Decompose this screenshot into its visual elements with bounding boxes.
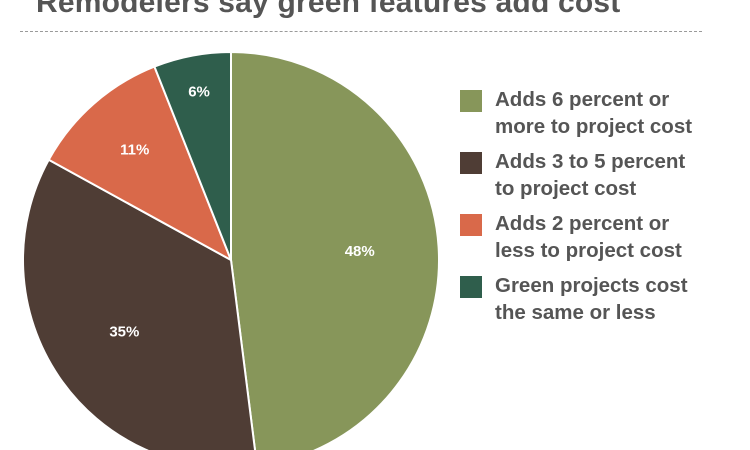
legend-label: Adds 6 percent or more to project cost	[495, 86, 692, 140]
legend-swatch	[460, 214, 482, 236]
legend-swatch	[460, 152, 482, 174]
legend-label-line: Adds 6 percent or	[495, 88, 670, 111]
pie-slice-0	[230, 51, 440, 450]
legend-label: Adds 2 percent or less to project cost	[495, 210, 682, 264]
legend-swatch	[460, 276, 482, 298]
slice-value-label: 35%	[109, 323, 139, 340]
legend-swatch	[460, 90, 482, 112]
pie-slice-2	[47, 65, 232, 261]
legend-label: Green projects cost the same or less	[495, 272, 688, 326]
pie-slice-1	[22, 158, 257, 450]
legend-label-line: to project cost	[495, 177, 637, 200]
title-divider	[20, 31, 702, 32]
legend-label-line: Adds 3 to 5 percent	[495, 150, 686, 173]
legend-label: Adds 3 to 5 percent to project cost	[495, 148, 685, 202]
pie-slice-3	[153, 51, 232, 261]
legend-label-line: more to project cost	[495, 115, 693, 138]
legend-label-line: Adds 2 percent or	[495, 212, 670, 235]
slice-value-label: 48%	[345, 243, 375, 260]
legend-label-line: Green projects cost	[495, 274, 688, 297]
slice-value-label: 11%	[120, 142, 149, 159]
chart-title: Remodelers say green features add cost	[36, 0, 621, 19]
legend-label-line: the same or less	[495, 301, 656, 324]
legend-label-line: less to project cost	[495, 239, 682, 262]
slice-value-label: 6%	[188, 83, 210, 100]
